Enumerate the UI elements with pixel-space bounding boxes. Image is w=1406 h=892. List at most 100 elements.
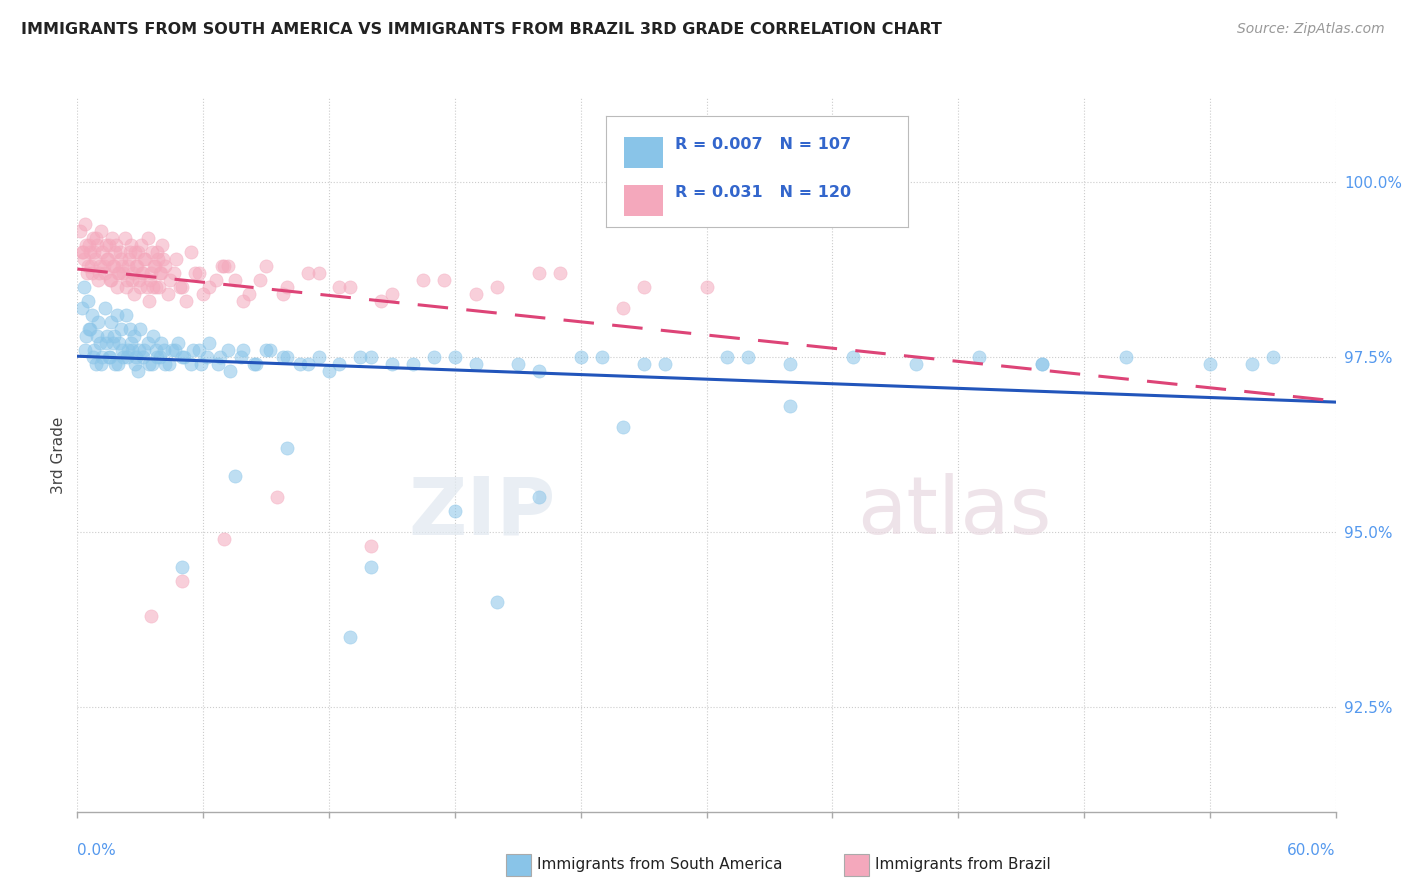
Point bbox=[339, 280, 361, 294]
Point bbox=[485, 595, 508, 609]
Point bbox=[146, 252, 169, 266]
Point bbox=[149, 266, 172, 280]
Point bbox=[115, 350, 138, 364]
Point bbox=[232, 343, 254, 357]
Point bbox=[242, 357, 264, 371]
Point bbox=[232, 293, 254, 308]
Point bbox=[1198, 357, 1220, 371]
Point bbox=[148, 280, 170, 294]
Point bbox=[181, 343, 204, 357]
Point bbox=[112, 350, 135, 364]
Point bbox=[142, 329, 165, 343]
Point bbox=[176, 293, 198, 308]
Point bbox=[444, 504, 467, 518]
Point bbox=[132, 266, 155, 280]
Point bbox=[779, 357, 801, 371]
Point bbox=[155, 259, 177, 273]
Point bbox=[464, 357, 486, 371]
Point bbox=[633, 280, 655, 294]
Point bbox=[318, 364, 340, 378]
Point bbox=[114, 231, 136, 245]
Point bbox=[76, 266, 98, 280]
Point bbox=[100, 273, 122, 287]
Point bbox=[276, 280, 298, 294]
Point bbox=[464, 287, 486, 301]
Point bbox=[72, 245, 94, 260]
Point bbox=[108, 266, 131, 280]
Point bbox=[122, 266, 145, 280]
Point bbox=[101, 336, 124, 351]
Point bbox=[180, 245, 202, 260]
Point bbox=[254, 259, 277, 273]
Point bbox=[73, 343, 96, 357]
Point bbox=[87, 315, 110, 329]
Point bbox=[360, 539, 382, 553]
Point bbox=[73, 217, 96, 231]
Point bbox=[82, 231, 104, 245]
Point bbox=[155, 357, 177, 371]
Point bbox=[80, 308, 103, 322]
Point bbox=[238, 287, 260, 301]
Point bbox=[114, 308, 136, 322]
Point bbox=[779, 399, 801, 413]
Point bbox=[131, 266, 153, 280]
Point bbox=[141, 357, 163, 371]
Point bbox=[72, 280, 94, 294]
Point bbox=[89, 336, 111, 351]
Point bbox=[271, 287, 294, 301]
Point bbox=[1261, 350, 1284, 364]
Point bbox=[121, 343, 143, 357]
Point bbox=[138, 293, 160, 308]
Point bbox=[219, 364, 242, 378]
Point bbox=[83, 343, 105, 357]
Point bbox=[150, 238, 173, 252]
Point bbox=[98, 273, 121, 287]
Point bbox=[188, 266, 211, 280]
Point bbox=[93, 259, 115, 273]
Point bbox=[297, 357, 319, 371]
Point bbox=[105, 238, 128, 252]
Point bbox=[1115, 350, 1137, 364]
Point bbox=[128, 273, 150, 287]
Point bbox=[204, 273, 226, 287]
Point bbox=[229, 350, 252, 364]
Point bbox=[98, 350, 121, 364]
Point bbox=[77, 238, 100, 252]
Point bbox=[145, 280, 167, 294]
Text: 60.0%: 60.0% bbox=[1288, 843, 1336, 858]
Point bbox=[121, 273, 143, 287]
Point bbox=[122, 329, 145, 343]
Point bbox=[217, 259, 239, 273]
Point bbox=[90, 357, 112, 371]
Point bbox=[72, 252, 94, 266]
Point bbox=[89, 266, 111, 280]
Point bbox=[111, 259, 134, 273]
Point bbox=[1031, 357, 1053, 371]
Point bbox=[1240, 357, 1263, 371]
Point bbox=[169, 280, 191, 294]
Point bbox=[136, 231, 159, 245]
Point bbox=[905, 357, 928, 371]
Point bbox=[276, 350, 298, 364]
Point bbox=[173, 350, 195, 364]
Point bbox=[160, 343, 183, 357]
Point bbox=[96, 329, 118, 343]
Point bbox=[360, 350, 382, 364]
Point bbox=[212, 532, 235, 546]
Point bbox=[93, 266, 115, 280]
Point bbox=[91, 245, 114, 260]
Point bbox=[107, 266, 129, 280]
Text: ZIP: ZIP bbox=[408, 473, 555, 551]
Point bbox=[569, 350, 592, 364]
Point bbox=[75, 329, 97, 343]
Point bbox=[110, 252, 132, 266]
Point bbox=[127, 245, 149, 260]
Point bbox=[208, 350, 231, 364]
Point bbox=[172, 574, 194, 588]
Point bbox=[100, 315, 122, 329]
Point bbox=[118, 252, 141, 266]
Point bbox=[172, 350, 194, 364]
Point bbox=[127, 364, 149, 378]
Point bbox=[190, 357, 212, 371]
Point bbox=[90, 224, 112, 238]
